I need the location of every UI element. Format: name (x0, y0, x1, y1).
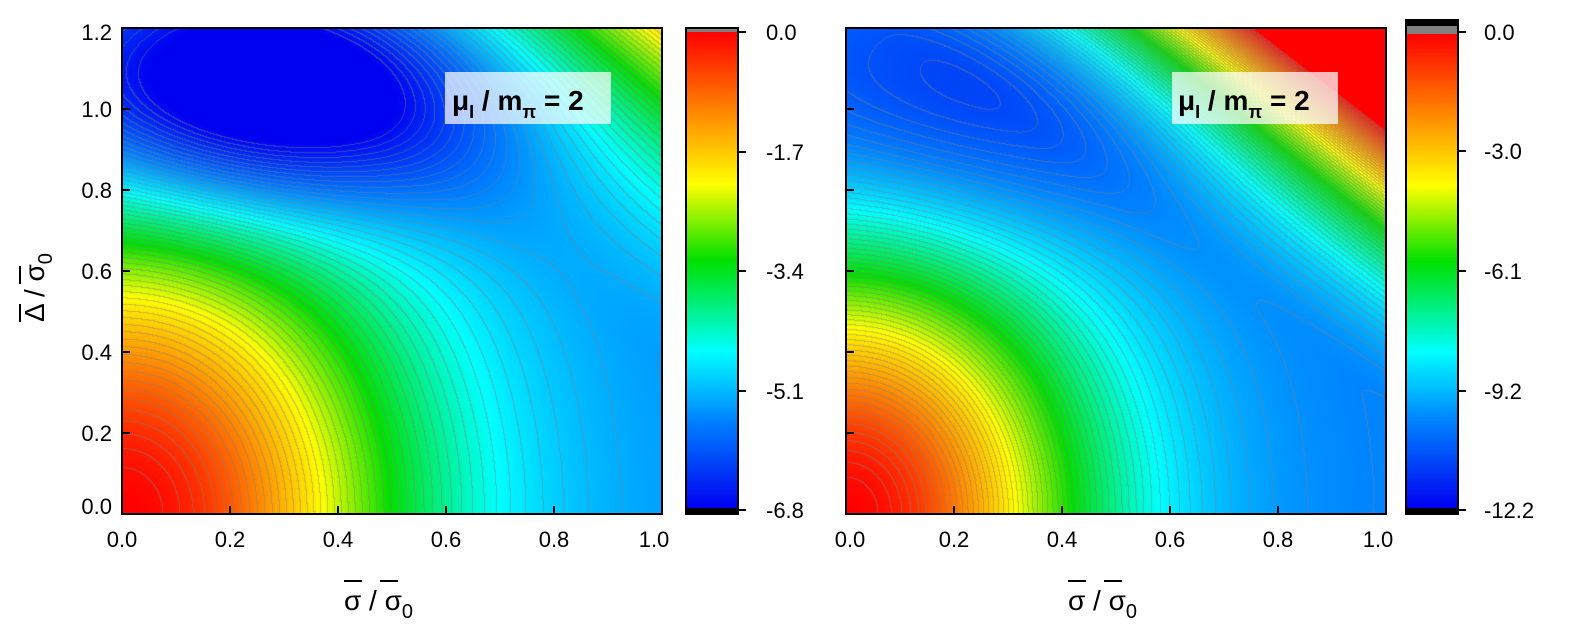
right-colorbar-label-0: 0.0 (1484, 20, 1515, 45)
left-y-tick-label-3: 0.6 (81, 259, 112, 284)
right-x-tick-label-2: 0.4 (1047, 527, 1078, 552)
svg-text:σ / σ0: σ / σ0 (1068, 585, 1137, 623)
left-y-tick-label-0: 0.0 (81, 494, 112, 519)
right-colorbar-label-1: -3.0 (1484, 139, 1522, 164)
right-colorbar-label-4: -12.2 (1484, 498, 1534, 523)
right-x-tick-label-0: 0.0 (835, 527, 866, 552)
left-y-tick-label-2: 0.4 (81, 340, 112, 365)
svg-text:σ / σ0: σ / σ0 (344, 585, 413, 623)
svg-text:Δ / σ0: Δ / σ0 (19, 253, 57, 322)
right-y-ticks (846, 108, 854, 434)
left-x-axis-title: σ / σ0 (344, 580, 413, 623)
right-annotation: μI / mπ = 2 (1178, 85, 1310, 122)
left-annotation-box (445, 72, 611, 124)
right-x-axis-title: σ / σ0 (1068, 580, 1137, 623)
left-x-tick-label-1: 0.2 (215, 527, 246, 552)
left-x-tick-label-4: 0.8 (539, 527, 570, 552)
right-panel: μI / mπ = 2 0.0 0.2 0.4 0.6 0.8 1.0 (835, 19, 1534, 623)
left-y-tick-label-5: 1.0 (81, 97, 112, 122)
left-x-tick-label-5: 1.0 (639, 527, 670, 552)
left-colorbar: 0.0 -1.7 -3.4 -5.1 -6.8 (685, 20, 804, 523)
right-colorbar-label-3: -9.2 (1484, 379, 1522, 404)
right-x-tick-label-3: 0.6 (1155, 527, 1186, 552)
right-x-tick-label-5: 1.0 (1363, 527, 1394, 552)
right-x-ticks: 0.0 0.2 0.4 0.6 0.8 1.0 (835, 506, 1394, 552)
left-panel: μI / mπ = 2 0.0 0.2 0.4 0.6 0.8 1.0 0.0 (19, 20, 804, 623)
left-x-ticks: 0.0 0.2 0.4 0.6 0.8 1.0 (107, 506, 670, 552)
right-colorbar-label-2: -6.1 (1484, 259, 1522, 284)
left-y-tick-label-1: 0.2 (81, 421, 112, 446)
left-x-tick-label-3: 0.6 (431, 527, 462, 552)
left-y-ticks: 0.0 0.2 0.4 0.6 0.8 1.0 1.2 (81, 20, 130, 519)
right-annotation-box (1172, 72, 1338, 124)
left-colorbar-label-0: 0.0 (766, 20, 797, 45)
left-colorbar-label-2: -3.4 (766, 259, 804, 284)
left-y-tick-label-6: 1.2 (81, 20, 112, 45)
right-x-tick-label-1: 0.2 (939, 527, 970, 552)
left-x-tick-label-0: 0.0 (107, 527, 138, 552)
left-colorbar-label-1: -1.7 (766, 140, 804, 165)
right-colorbar: 0.0 -3.0 -6.1 -9.2 -12.2 (1405, 19, 1534, 523)
left-y-axis-title: Δ / σ0 (19, 253, 57, 322)
left-colorbar-label-3: -5.1 (766, 379, 804, 404)
left-colorbar-label-4: -6.8 (766, 498, 804, 523)
left-x-tick-label-2: 0.4 (323, 527, 354, 552)
left-annotation: μI / mπ = 2 (452, 85, 584, 122)
left-y-tick-label-4: 0.8 (81, 178, 112, 203)
right-x-tick-label-4: 0.8 (1263, 527, 1294, 552)
